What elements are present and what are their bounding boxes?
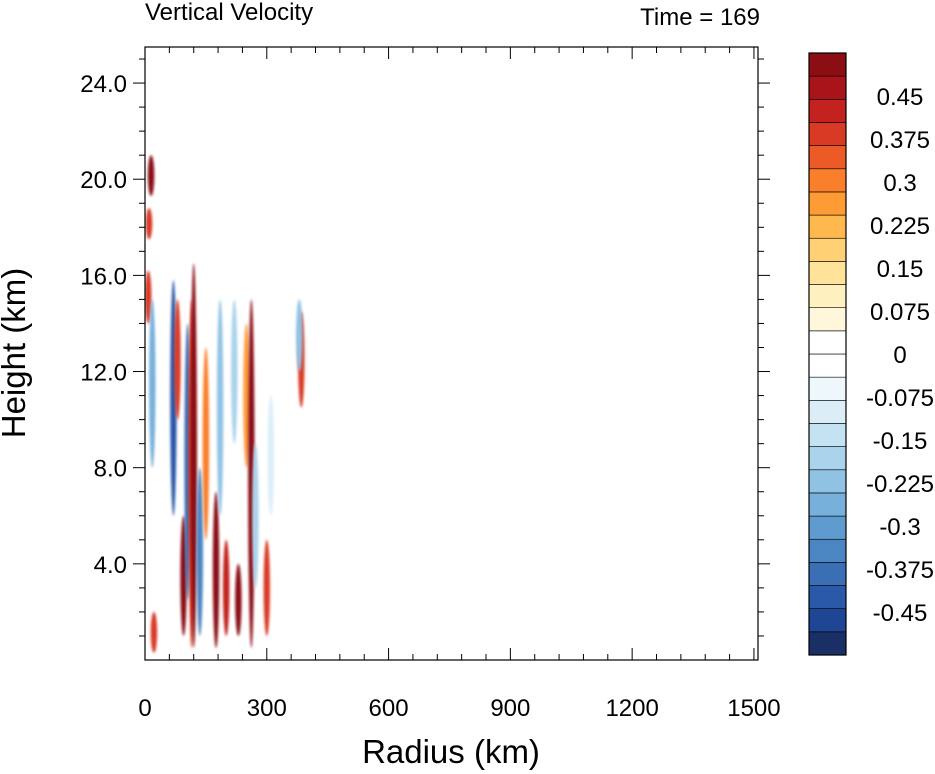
velocity-feature xyxy=(235,563,242,636)
colorbar-bin xyxy=(808,446,847,471)
colorbar-bin xyxy=(808,400,847,424)
colorbar-label: -0.225 xyxy=(866,471,934,498)
velocity-feature xyxy=(149,299,156,468)
velocity-feature xyxy=(231,299,238,444)
colorbar-bin xyxy=(808,631,847,656)
colorbar-bin xyxy=(808,330,847,355)
velocity-feature xyxy=(263,539,270,636)
x-axis-label: Radius (km) xyxy=(362,733,540,770)
colorbar-bin xyxy=(808,99,847,123)
chart-title: Vertical Velocity xyxy=(145,0,313,26)
colorbar-bin xyxy=(808,237,847,262)
colorbar-bin xyxy=(808,284,847,308)
velocity-feature xyxy=(145,208,153,240)
colorbar-bin xyxy=(808,423,847,447)
velocity-feature xyxy=(252,443,259,588)
colorbar-bin xyxy=(808,307,847,332)
colorbar-bin xyxy=(808,608,847,633)
velocity-feature xyxy=(222,539,230,636)
colorbar-bin xyxy=(808,191,847,216)
colorbar-bin xyxy=(808,585,847,609)
time-label: Time = 169 xyxy=(640,4,760,31)
velocity-feature xyxy=(296,299,303,372)
x-axis-ticks: 0 300 600 900 1200 1500 xyxy=(138,47,781,722)
y-tick-label: 24.0 xyxy=(80,71,127,98)
y-axis-ticks: 4.0 8.0 12.0 16.0 20.0 24.0 xyxy=(80,58,770,637)
velocity-feature xyxy=(145,270,152,324)
colorbar-bin xyxy=(808,562,847,586)
colorbar-bin xyxy=(808,75,847,100)
colorbar-label: -0.375 xyxy=(866,557,934,584)
colorbar-label: 0.375 xyxy=(870,127,930,154)
colorbar-bin xyxy=(808,52,847,77)
velocity-feature xyxy=(190,263,197,648)
x-tick-label: 600 xyxy=(369,695,409,722)
velocity-field xyxy=(145,155,305,653)
colorbar-bin xyxy=(808,145,847,170)
velocity-feature xyxy=(202,347,210,540)
colorbar-bin xyxy=(808,376,847,401)
colorbar-label: -0.3 xyxy=(879,514,920,541)
colorbar-bin xyxy=(808,261,847,285)
x-tick-label: 900 xyxy=(490,695,530,722)
x-tick-label: 300 xyxy=(247,695,287,722)
colorbar-bin xyxy=(808,353,847,378)
colorbar-bin xyxy=(808,469,847,494)
colorbar-bin xyxy=(808,515,847,540)
velocity-feature xyxy=(174,299,181,420)
x-tick-label: 0 xyxy=(138,695,151,722)
colorbar-bin xyxy=(808,538,847,563)
plot-frame xyxy=(144,46,759,661)
x-tick-label: 1500 xyxy=(727,695,780,722)
colorbar-label: 0.075 xyxy=(870,299,930,326)
y-axis-label: Height (km) xyxy=(0,268,32,439)
colorbar-bin xyxy=(808,168,847,193)
y-tick-label: 16.0 xyxy=(80,263,127,290)
colorbar-label: 0.3 xyxy=(883,170,916,197)
colorbar-labels: 0.45 0.375 0.3 0.225 0.15 0.075 0 -0.075 -0.15 -0… xyxy=(866,84,934,627)
y-tick-label: 12.0 xyxy=(80,360,127,387)
colorbar-label: -0.075 xyxy=(866,385,934,412)
colorbar-label: -0.45 xyxy=(873,600,928,627)
velocity-feature xyxy=(267,395,275,516)
colorbar xyxy=(808,52,847,656)
colorbar-bin xyxy=(808,214,847,239)
colorbar-label: 0.225 xyxy=(870,213,930,240)
velocity-feature xyxy=(243,323,250,468)
colorbar-frame xyxy=(808,52,847,656)
y-tick-label: 4.0 xyxy=(94,552,127,579)
colorbar-bin xyxy=(808,122,847,146)
y-tick-label: 20.0 xyxy=(80,167,127,194)
y-tick-label: 8.0 xyxy=(94,456,127,483)
colorbar-bin xyxy=(808,492,847,517)
colorbar-label: 0 xyxy=(893,342,906,369)
velocity-feature xyxy=(196,467,204,636)
colorbar-label: -0.15 xyxy=(873,428,928,455)
x-tick-label: 1200 xyxy=(605,695,658,722)
velocity-feature xyxy=(147,155,155,197)
colorbar-label: 0.45 xyxy=(877,84,924,111)
velocity-feature xyxy=(216,299,224,516)
velocity-feature xyxy=(150,611,158,653)
colorbar-label: 0.15 xyxy=(877,256,924,283)
velocity-feature xyxy=(212,491,220,648)
